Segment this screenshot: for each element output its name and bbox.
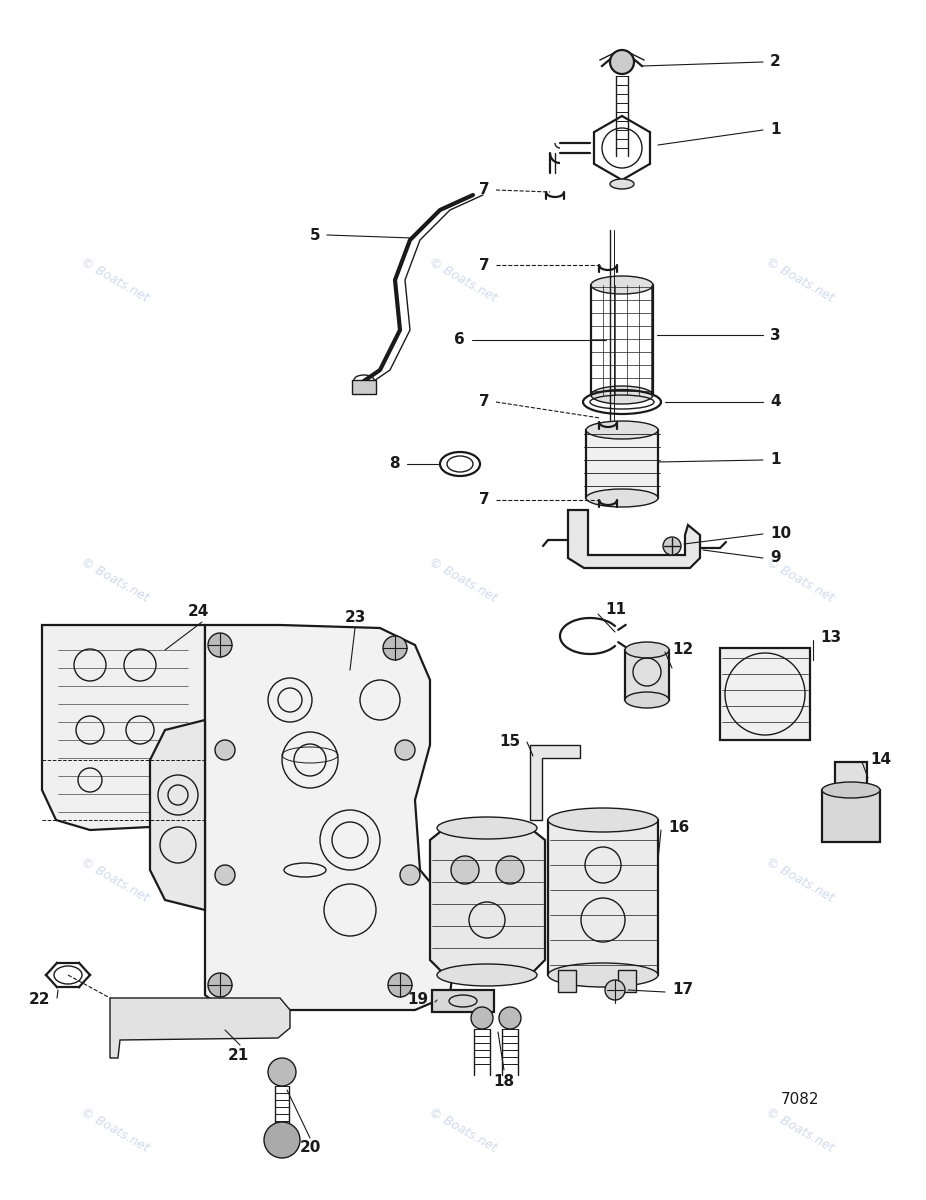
Text: 7: 7 [480,492,490,508]
Ellipse shape [625,642,669,658]
Ellipse shape [437,964,537,986]
Text: © Boats.net: © Boats.net [427,556,499,605]
Text: 2: 2 [770,54,781,70]
Bar [822,790,880,842]
Ellipse shape [586,421,658,439]
Circle shape [388,973,412,997]
Ellipse shape [625,692,669,708]
Polygon shape [205,625,455,1010]
Text: © Boats.net: © Boats.net [764,1105,836,1154]
Text: © Boats.net: © Boats.net [764,556,836,605]
Text: 20: 20 [299,1140,320,1156]
Bar [548,820,658,974]
Text: 22: 22 [29,992,50,1008]
Text: 12: 12 [672,642,694,658]
Circle shape [208,973,232,997]
Circle shape [395,740,415,760]
Bar [625,650,669,700]
Circle shape [208,634,232,658]
Circle shape [215,740,235,760]
Bar [586,430,658,498]
Text: 18: 18 [494,1074,515,1090]
Text: 6: 6 [455,332,465,348]
Ellipse shape [437,817,537,839]
Bar [618,970,636,992]
Text: 7082: 7082 [781,1092,820,1108]
Text: 3: 3 [770,328,781,342]
Circle shape [451,856,479,884]
Bar [720,648,810,740]
Polygon shape [530,745,580,820]
Bar [558,970,576,992]
Polygon shape [42,625,205,830]
Ellipse shape [591,276,653,294]
Text: © Boats.net: © Boats.net [79,1105,151,1154]
Text: 11: 11 [605,602,626,618]
Text: © Boats.net: © Boats.net [427,856,499,905]
Text: 1: 1 [770,452,781,468]
Text: © Boats.net: © Boats.net [427,256,499,305]
Circle shape [264,1122,300,1158]
Text: 7: 7 [480,395,490,409]
Text: © Boats.net: © Boats.net [79,556,151,605]
Text: 23: 23 [344,611,366,625]
Circle shape [215,865,235,886]
Circle shape [383,636,407,660]
Ellipse shape [548,808,658,832]
Circle shape [268,1058,296,1086]
Text: 14: 14 [870,752,891,768]
Circle shape [471,1007,493,1028]
Polygon shape [150,720,205,910]
Text: © Boats.net: © Boats.net [764,856,836,905]
Text: 8: 8 [389,456,400,472]
Text: © Boats.net: © Boats.net [79,256,151,305]
Text: 1: 1 [770,122,781,138]
Text: 9: 9 [770,551,781,565]
Bar [352,380,376,394]
Text: 24: 24 [187,605,208,619]
Text: 16: 16 [668,821,689,835]
Text: © Boats.net: © Boats.net [79,856,151,905]
Text: 5: 5 [309,228,320,242]
Ellipse shape [610,179,634,188]
Circle shape [663,538,681,554]
Polygon shape [430,828,545,974]
Text: 19: 19 [407,992,428,1008]
Text: 15: 15 [499,734,520,750]
Text: 7: 7 [480,258,490,272]
Text: 21: 21 [228,1048,248,1062]
Text: 10: 10 [770,527,791,541]
Circle shape [499,1007,521,1028]
Text: © Boats.net: © Boats.net [427,1105,499,1154]
Text: 4: 4 [770,395,781,409]
Ellipse shape [586,490,658,506]
Ellipse shape [548,962,658,986]
Circle shape [496,856,524,884]
Bar [591,284,653,395]
Bar [432,990,494,1012]
Ellipse shape [822,782,880,798]
Circle shape [605,980,625,1000]
Circle shape [400,865,420,886]
Polygon shape [110,998,290,1058]
Polygon shape [568,510,700,568]
Bar [835,762,867,790]
Text: © Boats.net: © Boats.net [764,256,836,305]
Text: 17: 17 [672,983,694,997]
Circle shape [610,50,634,74]
Ellipse shape [591,386,653,404]
Text: 13: 13 [820,630,841,646]
Text: 7: 7 [480,182,490,198]
